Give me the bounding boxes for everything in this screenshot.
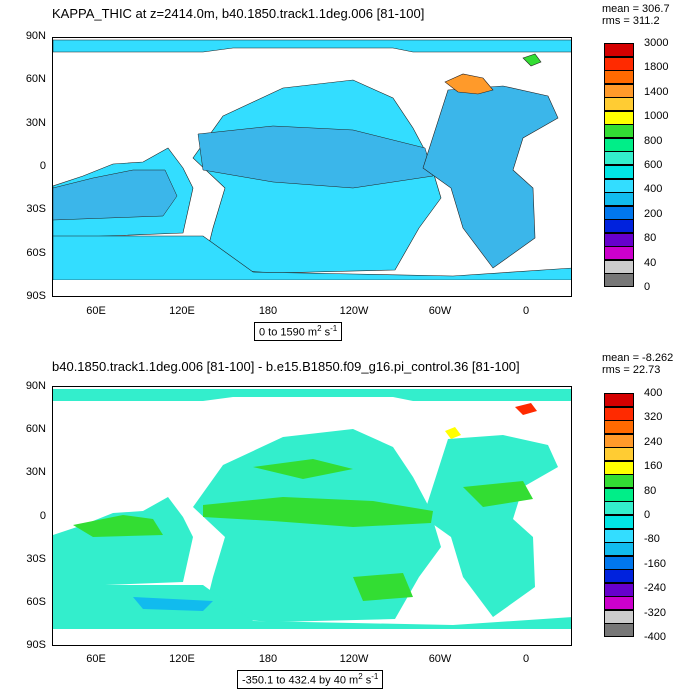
top-panel-title: KAPPA_THIC at z=2414.0m, b40.1850.track1…: [52, 6, 425, 21]
legend-swatch: [604, 487, 634, 502]
legend-swatch: [604, 542, 634, 557]
top-range-label: 0 to 1590 m2 s-1: [254, 322, 343, 341]
legend-label: 400: [644, 183, 663, 196]
legend-swatch: [604, 178, 634, 193]
legend-swatch: [604, 83, 634, 98]
legend-swatch: [604, 165, 634, 180]
bottom-lon-label: 120W: [339, 653, 369, 665]
legend-label: 600: [644, 159, 663, 171]
legend-swatch: [604, 56, 634, 71]
legend-swatch: [604, 246, 634, 261]
legend-label: -240: [644, 582, 667, 595]
bottom-lon-label: 60W: [428, 653, 452, 665]
legend-label: 240: [644, 435, 663, 448]
legend-swatch: [604, 623, 634, 638]
legend-label: 80: [644, 484, 657, 497]
legend-swatch: [604, 515, 634, 530]
bottom-lat-label: 60N: [25, 423, 46, 435]
bottom-map: [53, 387, 571, 645]
bottom-lat-label: 90N: [25, 380, 46, 392]
top-lon-label: 60W: [428, 305, 452, 317]
legend-swatch: [604, 596, 634, 611]
bottom-map-frame: [52, 386, 572, 646]
legend-swatch: [604, 124, 634, 139]
legend-swatch: [604, 151, 634, 166]
top-lon-label: 120E: [169, 305, 195, 317]
legend-swatch: [604, 205, 634, 220]
top-lon-label: 0: [522, 305, 530, 317]
legend-swatch: [604, 70, 634, 85]
bottom-lat-label: 30S: [26, 553, 46, 565]
legend-label: 160: [644, 460, 663, 473]
legend-swatch: [604, 582, 634, 597]
bottom-rms-label: rms = 22.73: [602, 364, 661, 376]
legend-label: 80: [644, 232, 657, 245]
bottom-lat-label: 90S: [26, 639, 46, 651]
legend-swatch: [604, 609, 634, 624]
legend-swatch: [604, 433, 634, 448]
bottom-mean-label: mean = -8.262: [602, 352, 674, 364]
bottom-lat-label: 0: [39, 510, 46, 522]
legend-label: 3000: [644, 37, 669, 49]
top-lat-label: 30N: [25, 117, 46, 129]
legend-swatch: [604, 110, 634, 125]
bottom-lon-label: 120E: [169, 653, 195, 665]
bottom-range-label: -350.1 to 432.4 by 40 m2 s-1: [237, 670, 384, 689]
legend-swatch: [604, 393, 634, 408]
legend-label: -160: [644, 557, 667, 570]
bottom-legend: 400 320 240 160 80 0 -80 -160 -240 -320 -400: [604, 387, 666, 643]
top-lat-label: 60S: [26, 247, 46, 259]
top-map-frame: [52, 37, 572, 297]
top-rms-label: rms = 311.2: [602, 15, 660, 27]
legend-swatch: [604, 420, 634, 435]
legend-label: 1400: [644, 85, 669, 98]
top-legend: 3000 1800 1400 1000 800 600 400 200 80 40 0: [604, 37, 668, 293]
legend-label: 40: [644, 256, 657, 269]
legend-label: 400: [644, 387, 663, 399]
top-lat-label: 90S: [26, 290, 46, 302]
bottom-panel-title: b40.1850.track1.1deg.006 [81-100] - b.e1…: [52, 359, 520, 374]
legend-swatch: [604, 501, 634, 516]
top-mean-label: mean = 306.7: [602, 3, 670, 15]
legend-label: -400: [644, 631, 667, 643]
legend-label: -80: [644, 533, 660, 546]
legend-swatch: [604, 569, 634, 584]
legend-swatch: [604, 528, 634, 543]
top-map: [53, 38, 571, 296]
top-lat-label: 90N: [25, 30, 46, 42]
legend-swatch: [604, 406, 634, 421]
legend-swatch: [604, 219, 634, 234]
legend-label: 0: [644, 509, 651, 521]
bottom-lat-label: 60S: [26, 596, 46, 608]
legend-label: 320: [644, 411, 663, 424]
legend-swatch: [604, 474, 634, 489]
legend-label: 200: [644, 207, 663, 220]
legend-swatch: [604, 460, 634, 475]
bottom-lon-label: 180: [258, 653, 278, 665]
legend-label: 1800: [644, 61, 669, 74]
top-lon-label: 120W: [339, 305, 369, 317]
top-lon-label: 60E: [86, 305, 106, 317]
legend-swatch: [604, 555, 634, 570]
bottom-lon-label: 60E: [86, 653, 106, 665]
top-lat-label: 0: [39, 160, 46, 172]
legend-label: 800: [644, 134, 663, 147]
legend-swatch: [604, 259, 634, 274]
legend-swatch: [604, 137, 634, 152]
bottom-lat-label: 30N: [25, 466, 46, 478]
legend-swatch: [604, 273, 634, 288]
legend-swatch: [604, 97, 634, 112]
top-lat-label: 60N: [25, 73, 46, 85]
top-lon-label: 180: [258, 305, 278, 317]
top-lat-label: 30S: [26, 203, 46, 215]
legend-swatch: [604, 43, 634, 58]
legend-label: -320: [644, 606, 667, 619]
legend-label: 0: [644, 281, 651, 293]
legend-label: 1000: [644, 110, 669, 123]
bottom-lon-label: 0: [522, 653, 530, 665]
legend-swatch: [604, 192, 634, 207]
legend-swatch: [604, 232, 634, 247]
legend-swatch: [604, 447, 634, 462]
